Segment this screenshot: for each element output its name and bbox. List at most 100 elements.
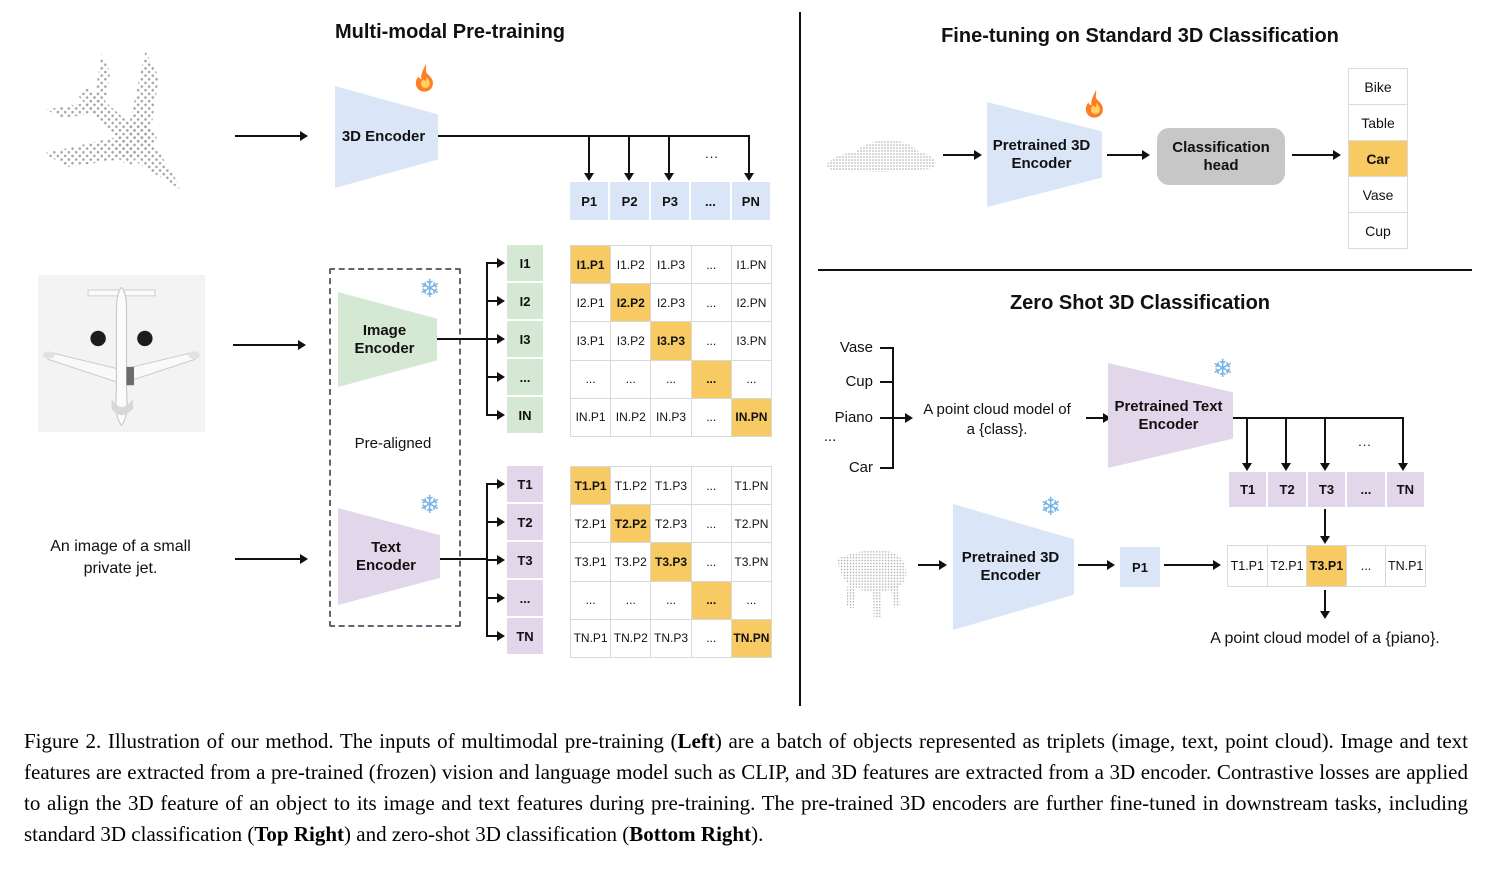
t-cell: TN bbox=[1386, 472, 1425, 507]
snowflake-icon: ❄ bbox=[419, 274, 440, 303]
drop-arrow-tn bbox=[1398, 418, 1408, 471]
matrix-cell: T2.PN bbox=[731, 505, 772, 544]
label-line1: Pretrained Text bbox=[1114, 397, 1223, 415]
piano-point-cloud bbox=[837, 550, 907, 618]
t-cell: T1 bbox=[1229, 472, 1267, 507]
arrow-text-to-text-encoder bbox=[235, 554, 308, 564]
arrow-to-i2 bbox=[486, 296, 505, 306]
matrix-cell: T1.P1 bbox=[571, 467, 612, 506]
drop-arrow-pn bbox=[744, 136, 754, 181]
arrow-cloud-to-3d-encoder bbox=[235, 131, 308, 141]
zeroshot-output-text: A point cloud model of a {piano}. bbox=[1210, 630, 1440, 647]
arrow-to-t1 bbox=[486, 479, 505, 489]
image-feature-column: I1 I2 I3... IN bbox=[507, 245, 543, 435]
pretrained-3d-encoder-zeroshot: Pretrained 3D Encoder bbox=[953, 504, 1074, 630]
text-encoder-output-line bbox=[1233, 417, 1404, 419]
pretrained-3d-encoder-label: Pretrained 3D Encoder bbox=[993, 137, 1097, 173]
caption-bold-segment: Bottom Right bbox=[629, 822, 752, 846]
arrow-to-i1 bbox=[486, 258, 505, 268]
arrow-classes-to-prompt bbox=[880, 413, 913, 423]
car-point-cloud bbox=[827, 140, 936, 172]
zeroshot-class-cup: Cup bbox=[845, 373, 873, 390]
prompt-template: A point cloud model of a {class}. bbox=[908, 400, 1086, 440]
matrix-cell: T1.PN bbox=[731, 467, 772, 506]
pretraining-title: Multi-modal Pre-training bbox=[335, 21, 565, 43]
t-cell: T2 bbox=[1268, 472, 1306, 507]
arrow-p1-to-results bbox=[1164, 560, 1221, 570]
text-row-header: T3 bbox=[507, 542, 543, 578]
text-encoder-output-line bbox=[440, 558, 487, 560]
3d-encoder: 3D Encoder bbox=[335, 86, 438, 188]
class-cell: Table bbox=[1348, 105, 1408, 141]
image-encoder-label-line1: Image bbox=[362, 321, 407, 339]
classification-head: Classification head bbox=[1157, 128, 1285, 185]
ellipsis-p-drops: ... bbox=[705, 146, 719, 161]
drop-arrow-t3 bbox=[1320, 418, 1330, 471]
matrix-cell: ... bbox=[691, 322, 732, 361]
matrix-cell: IN.P3 bbox=[651, 398, 692, 437]
airplane-point-cloud bbox=[43, 51, 184, 192]
text-row-header: TN bbox=[507, 618, 543, 654]
image-caption-line2: private jet. bbox=[83, 560, 158, 577]
arrow-to-i-ellipsis bbox=[486, 372, 505, 382]
matrix-cell: T2.P3 bbox=[651, 505, 692, 544]
caption-segment: ) and zero-shot 3D classification ( bbox=[344, 822, 630, 846]
class-cell: Cup bbox=[1348, 213, 1408, 249]
class-cell: Vase bbox=[1348, 177, 1408, 213]
label-line1: Pretrained 3D bbox=[992, 136, 1091, 154]
matrix-cell: ... bbox=[611, 581, 652, 620]
result-cell: T2.P1 bbox=[1267, 546, 1308, 586]
image-caption-input: An image of a small private jet. bbox=[18, 536, 223, 580]
result-cell: T1.P1 bbox=[1228, 546, 1268, 586]
drop-arrow-p2 bbox=[624, 136, 634, 181]
matrix-cell: T1.P3 bbox=[651, 467, 692, 506]
drop-arrow-t1 bbox=[1242, 418, 1252, 471]
matrix-cell: T2.P1 bbox=[571, 505, 612, 544]
matrix-cell: ... bbox=[731, 581, 772, 620]
text-row-header: T1 bbox=[507, 466, 543, 502]
p-cell: PN bbox=[731, 182, 771, 220]
airplane-image bbox=[38, 275, 205, 432]
p1-feature-cell: P1 bbox=[1120, 547, 1160, 587]
matrix-cell: I1.P2 bbox=[611, 246, 652, 285]
zeroshot-class-car: Car bbox=[848, 459, 873, 476]
pretrained-3d-encoder-label: Pretrained 3D Encoder bbox=[962, 549, 1066, 585]
caption-segment: ) are a batch of objects represented as … bbox=[24, 729, 1468, 846]
prompt-line2: a {class}. bbox=[966, 421, 1028, 438]
image-row-header: I2 bbox=[507, 283, 543, 319]
text-encoder-label-line2: Encoder bbox=[355, 556, 416, 574]
arrow-to-in bbox=[486, 410, 505, 420]
matrix-cell: IN.PN bbox=[731, 398, 772, 437]
matrix-cell: ... bbox=[691, 284, 732, 323]
matrix-cell: T2.P2 bbox=[611, 505, 652, 544]
zeroshot-class-ellipsis: ... bbox=[823, 428, 837, 445]
text-point-similarity-matrix: T1.P1 T1.P2 T1.P3... T1.PN T2.P1 T2.P2 T2.P3..… bbox=[570, 466, 772, 658]
fire-icon bbox=[415, 64, 433, 92]
figure-caption: Figure 2. Illustration of our method. Th… bbox=[24, 726, 1468, 850]
pretrained-text-encoder-label: Pretrained Text Encoder bbox=[1114, 398, 1226, 434]
t-cell: T3 bbox=[1307, 472, 1346, 507]
classification-head-label: Classification head bbox=[1172, 139, 1270, 175]
matrix-cell: I3.P2 bbox=[611, 322, 652, 361]
arrow-to-t2 bbox=[486, 517, 505, 527]
arrow-car-to-encoder bbox=[943, 150, 982, 160]
horizontal-divider bbox=[818, 269, 1472, 271]
arrow-trow-to-results bbox=[1320, 509, 1330, 544]
matrix-cell: ... bbox=[611, 360, 652, 399]
p-feature-row: P1 P2 P3... PN bbox=[570, 182, 771, 220]
pre-aligned-label: Pre-aligned bbox=[354, 435, 432, 452]
arrow-image-to-image-encoder bbox=[233, 340, 306, 350]
matrix-cell: I3.P3 bbox=[651, 322, 692, 361]
result-cell: TN.P1 bbox=[1386, 546, 1425, 586]
label-line1: Pretrained 3D bbox=[961, 549, 1060, 566]
t-feature-row: T1 T2 T3... TN bbox=[1229, 472, 1425, 507]
label-line2: Encoder bbox=[980, 567, 1041, 584]
matrix-cell: IN.P2 bbox=[611, 398, 652, 437]
matrix-cell: ... bbox=[691, 619, 732, 658]
p-cell: P3 bbox=[650, 182, 690, 220]
bracket-stub-car bbox=[880, 467, 894, 469]
caption-segment: Figure 2. Illustration of our method. Th… bbox=[24, 729, 678, 753]
arrow-to-i3 bbox=[486, 334, 505, 344]
image-row-header: ... bbox=[507, 359, 543, 395]
